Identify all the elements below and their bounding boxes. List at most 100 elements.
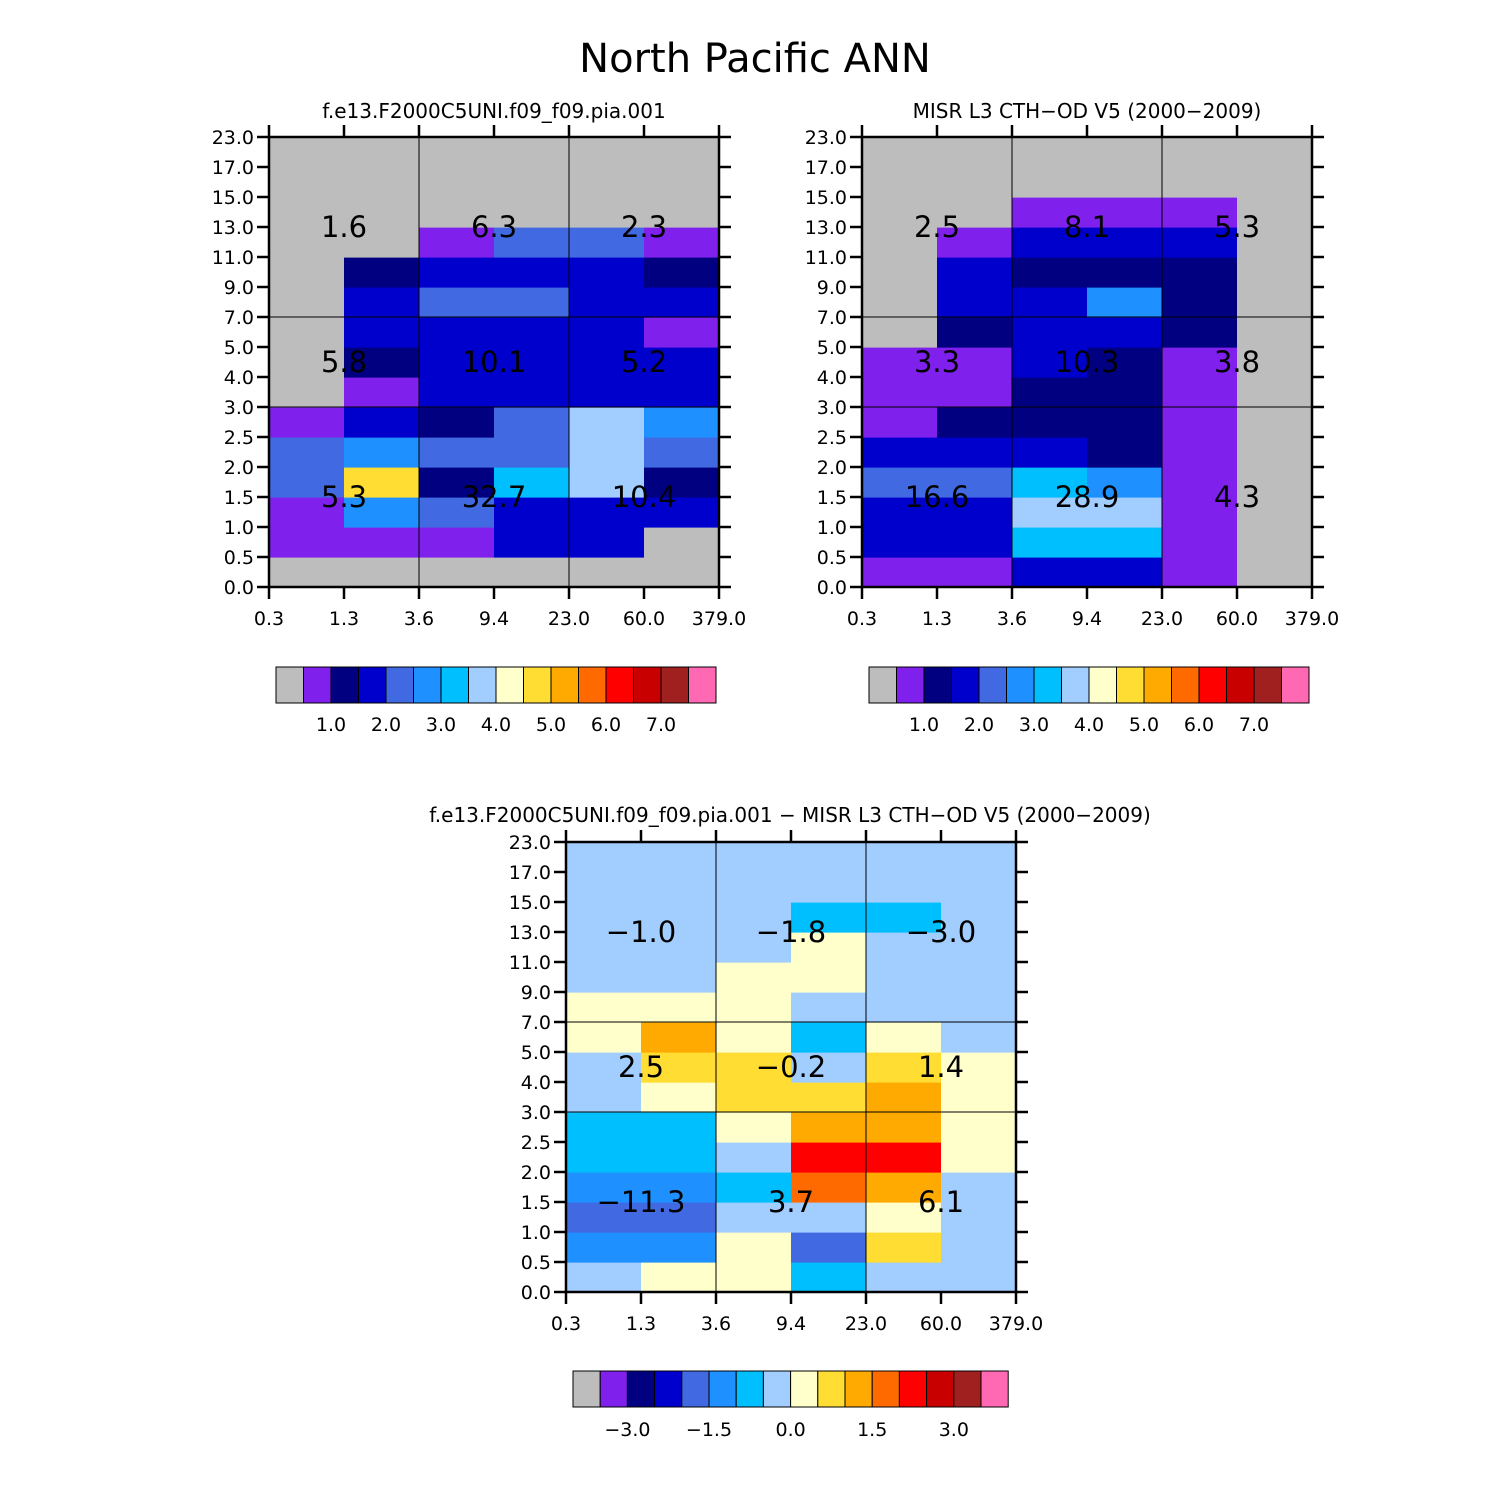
heatmap-cell — [791, 1202, 867, 1233]
colorbar-swatch — [330, 666, 359, 704]
heatmap-cell — [419, 557, 495, 588]
heatmap-cell — [494, 497, 570, 528]
region-value-label: 10.1 — [462, 345, 527, 379]
heatmap-cell — [344, 497, 420, 528]
heatmap-cell — [569, 317, 645, 348]
colorbar-swatch — [303, 666, 332, 704]
x-tick-label: 23.0 — [845, 1313, 887, 1335]
heatmap-cell — [1237, 167, 1313, 198]
region-value-label: 10.4 — [612, 480, 677, 514]
y-tick-label: 4.0 — [521, 1072, 551, 1094]
heatmap-cell — [569, 437, 645, 468]
heatmap-cell — [569, 407, 645, 438]
heatmap-cell — [641, 1172, 717, 1203]
x-tick-label: 3.6 — [701, 1313, 731, 1335]
heatmap-cell — [644, 257, 720, 288]
heatmap-cell — [269, 227, 345, 258]
colorbar-swatch — [578, 666, 607, 704]
heatmap-cell — [941, 1112, 1017, 1143]
colorbar-swatch — [1281, 666, 1310, 704]
heatmap-cell — [1237, 497, 1313, 528]
y-tick-label: 23.0 — [805, 127, 847, 149]
region-value-label: −3.0 — [906, 915, 976, 949]
colorbar-swatch — [896, 666, 925, 704]
heatmap-cell — [862, 527, 938, 558]
x-tick-label: 1.3 — [329, 608, 359, 630]
heatmap-cell — [269, 257, 345, 288]
heatmap-cell — [269, 407, 345, 438]
heatmap-cell — [937, 167, 1013, 198]
heatmap-cell — [1087, 347, 1163, 378]
x-tick-label: 3.6 — [404, 608, 434, 630]
heatmap-cell — [1162, 137, 1238, 168]
heatmap-cell — [494, 557, 570, 588]
colorbar-label: 1.0 — [909, 714, 939, 736]
y-tick-label: 3.0 — [521, 1102, 551, 1124]
heatmap-cell — [791, 932, 867, 963]
x-tick-label: 9.4 — [1072, 608, 1102, 630]
heatmap-cell — [1237, 557, 1313, 588]
heatmap-cell — [566, 1052, 642, 1083]
heatmap-cell — [494, 527, 570, 558]
colorbar-swatch — [633, 666, 662, 704]
heatmap-cell — [791, 1172, 867, 1203]
y-tick-label: 5.0 — [521, 1042, 551, 1064]
colorbar-swatch — [817, 1370, 846, 1408]
heatmap-cell — [1087, 227, 1163, 258]
heatmap-cell — [1237, 407, 1313, 438]
heatmap-cell — [1237, 377, 1313, 408]
x-tick-label: 1.3 — [922, 608, 952, 630]
heatmap-cell — [862, 557, 938, 588]
colorbar-swatch — [871, 1370, 900, 1408]
heatmap-cell — [716, 842, 792, 873]
heatmap-cell — [344, 287, 420, 318]
heatmap-cell — [344, 437, 420, 468]
heatmap-cell — [344, 227, 420, 258]
heatmap-cell — [1237, 437, 1313, 468]
heatmap-cell — [716, 992, 792, 1023]
heatmap-cell — [641, 1232, 717, 1263]
heatmap-cell — [419, 407, 495, 438]
heatmap-cell — [1012, 407, 1088, 438]
colorbar-swatch — [1061, 666, 1090, 704]
heatmap-cell — [1087, 317, 1163, 348]
x-tick-label: 379.0 — [989, 1313, 1043, 1335]
heatmap-cell — [644, 317, 720, 348]
heatmap-cell — [716, 1262, 792, 1293]
y-tick-label: 13.0 — [212, 217, 254, 239]
heatmap-cell — [419, 467, 495, 498]
heatmap-cell — [1012, 437, 1088, 468]
y-tick-label: 0.0 — [521, 1282, 551, 1304]
heatmap-cell — [644, 437, 720, 468]
heatmap-cell — [862, 497, 938, 528]
heatmap-cell — [866, 1082, 942, 1113]
heatmap-cell — [937, 377, 1013, 408]
heatmap-cell — [791, 992, 867, 1023]
heatmap-cell — [566, 1112, 642, 1143]
colorbar-label: 4.0 — [1074, 714, 1104, 736]
heatmap-cell — [1087, 407, 1163, 438]
heatmap-cell — [269, 437, 345, 468]
heatmap-cell — [937, 497, 1013, 528]
main-title: North Pacific ANN — [579, 36, 931, 82]
heatmap-cell — [494, 167, 570, 198]
heatmap-cell — [1237, 527, 1313, 558]
heatmap-cell — [569, 137, 645, 168]
heatmap-cell — [1162, 317, 1238, 348]
heatmap-cell — [641, 1112, 717, 1143]
region-value-label: 3.3 — [914, 345, 960, 379]
heatmap-cell — [494, 377, 570, 408]
y-tick-label: 1.5 — [817, 487, 847, 509]
heatmap-cell — [566, 932, 642, 963]
heatmap-cell — [566, 902, 642, 933]
colorbar: −3.0 −1.5 0.0 1.5 3.0 — [572, 1370, 1009, 1441]
heatmap-cell — [716, 1232, 792, 1263]
colorbar-swatch — [599, 1370, 628, 1408]
heatmap-cell — [641, 1142, 717, 1173]
heatmap-cell — [644, 227, 720, 258]
heatmap-cell — [569, 497, 645, 528]
heatmap-cell — [569, 227, 645, 258]
heatmap-cell — [566, 1142, 642, 1173]
y-tick-label: 2.5 — [817, 427, 847, 449]
heatmap-cell — [1162, 197, 1238, 228]
